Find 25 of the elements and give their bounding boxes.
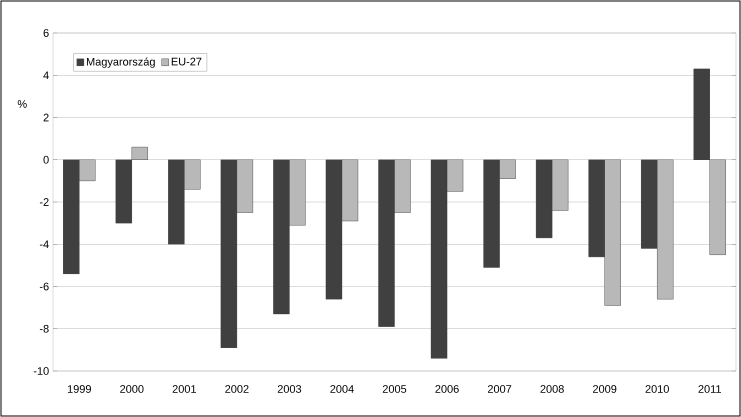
x-tick-label: 2000 — [120, 385, 144, 393]
legend-label: EU-27 — [172, 58, 202, 66]
x-tick-label: 2011 — [698, 385, 721, 393]
x-tick-label: 2001 — [172, 385, 196, 393]
x-tick-label: 2007 — [488, 385, 512, 393]
x-tick-label: 2003 — [278, 385, 302, 393]
y-tick-label: 0 — [43, 156, 49, 164]
legend-label: Magyarország — [86, 57, 155, 68]
x-tick-label: 2009 — [593, 385, 616, 393]
x-tick-label: 2006 — [435, 385, 459, 393]
y-tick-label: 2 — [44, 114, 49, 122]
y-axis-title: % — [18, 100, 27, 108]
y-tick-label: -2 — [40, 198, 49, 206]
x-tick-label: 2004 — [330, 385, 354, 393]
y-tick-label: -8 — [40, 324, 49, 333]
y-tick-label: 4 — [43, 71, 49, 80]
x-tick-label: 2005 — [382, 385, 406, 393]
y-tick-label: -6 — [40, 282, 49, 290]
x-tick-label: 1999 — [68, 385, 91, 393]
y-tick-label: 6 — [44, 29, 49, 37]
y-tick-label: -4 — [40, 240, 49, 248]
x-tick-label: 2008 — [540, 385, 564, 393]
x-tick-label: 2002 — [225, 385, 249, 393]
y-tick-label: -10 — [34, 367, 49, 375]
x-tick-label: 2010 — [646, 385, 669, 393]
